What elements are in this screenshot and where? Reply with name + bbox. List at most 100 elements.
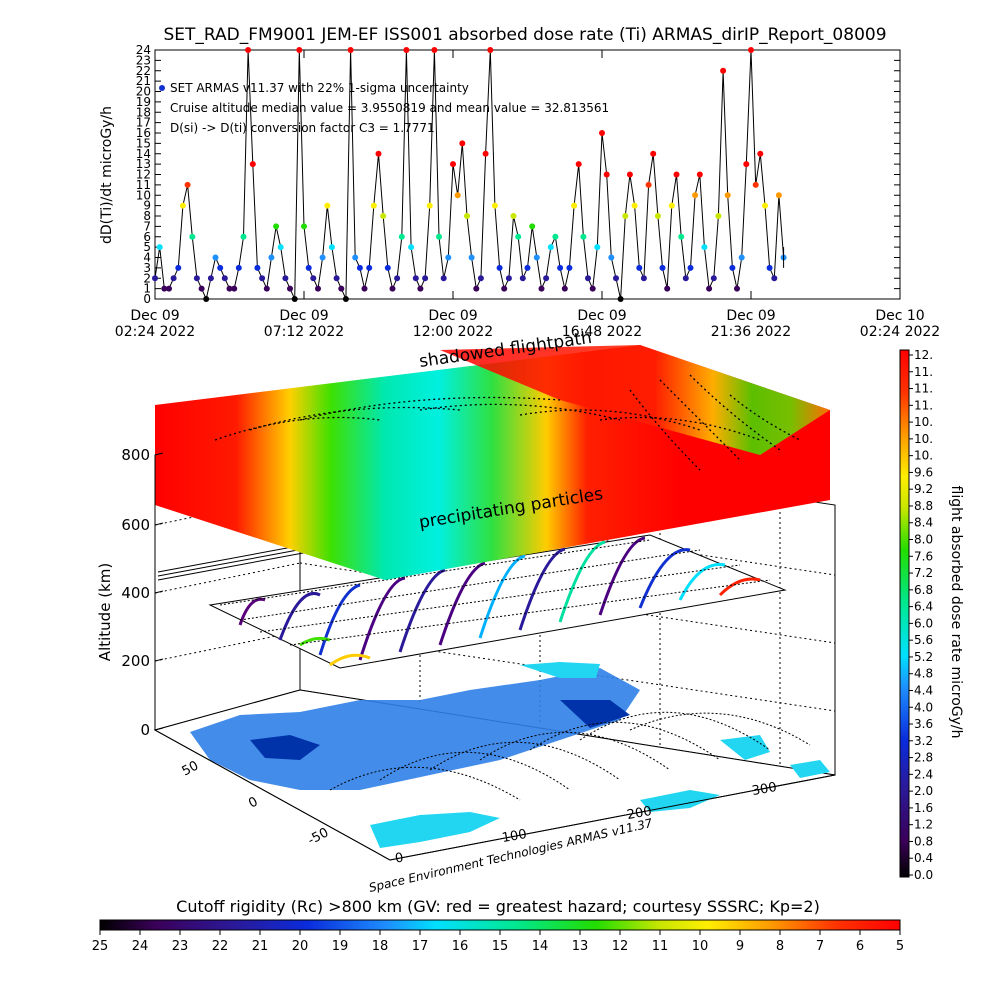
dose-tick-label: 11. bbox=[914, 398, 933, 412]
x-tick-label: Dec 09 bbox=[726, 308, 775, 324]
data-point bbox=[394, 275, 401, 282]
data-point bbox=[529, 223, 536, 230]
dose-tick-label: 11. bbox=[914, 382, 933, 396]
right-edge bbox=[389, 774, 836, 861]
dose-rate-series bbox=[152, 47, 787, 302]
data-point bbox=[445, 254, 452, 261]
data-point bbox=[617, 296, 624, 302]
dose-tick-label: 8.0 bbox=[914, 533, 933, 547]
dose-colorbar-label: flight absorbed dose rate microGy/h bbox=[948, 486, 964, 739]
data-point bbox=[603, 171, 610, 178]
altitude-tick-mark bbox=[154, 658, 164, 662]
y-tick-label: 6 bbox=[143, 230, 151, 244]
data-point bbox=[240, 233, 247, 240]
ground-tick-label: 100 bbox=[501, 827, 528, 846]
data-point bbox=[762, 202, 768, 209]
data-point bbox=[724, 192, 731, 199]
dose-tick-label: 6.4 bbox=[914, 600, 933, 614]
y-tick-label: 21 bbox=[136, 74, 151, 88]
data-point bbox=[571, 202, 578, 209]
latitude-tick-label: -50 bbox=[305, 825, 331, 848]
y-tick-label: 22 bbox=[136, 64, 151, 78]
y-tick-label: 1 bbox=[143, 282, 151, 296]
data-point bbox=[775, 192, 782, 199]
x-tick-label: Dec 09 bbox=[577, 308, 626, 324]
data-point bbox=[375, 150, 382, 157]
altitude-tick-label: 0 bbox=[140, 721, 150, 739]
data-point bbox=[273, 223, 280, 230]
data-point bbox=[566, 264, 573, 271]
y-tick-label: 24 bbox=[136, 43, 151, 57]
data-point bbox=[459, 140, 466, 147]
data-point bbox=[291, 296, 298, 302]
data-point bbox=[193, 275, 200, 282]
data-point bbox=[659, 264, 666, 271]
data-point bbox=[454, 192, 461, 199]
y-tick-label: 0 bbox=[143, 292, 151, 306]
rigidity-tick-label: 10 bbox=[692, 939, 709, 954]
data-point bbox=[678, 233, 685, 240]
data-point bbox=[738, 254, 745, 261]
dose-tick-label: 5.2 bbox=[914, 650, 933, 664]
y-tick-label: 15 bbox=[136, 136, 151, 150]
latitude-tick-label: 0 bbox=[246, 794, 260, 811]
rigidity-tick-label: 20 bbox=[292, 939, 309, 954]
data-point bbox=[338, 285, 345, 292]
rigidity-tick-label: 11 bbox=[652, 939, 669, 954]
data-point bbox=[156, 244, 163, 251]
dose-tick-label: 9.6 bbox=[914, 465, 933, 479]
data-point bbox=[207, 275, 214, 282]
data-point bbox=[184, 181, 191, 188]
dose-tick-label: 6.0 bbox=[914, 616, 933, 630]
data-point bbox=[557, 264, 564, 271]
rigidity-tick-label: 12 bbox=[612, 939, 629, 954]
data-point bbox=[408, 244, 415, 251]
data-point bbox=[287, 285, 293, 292]
data-point bbox=[743, 161, 750, 168]
data-point bbox=[417, 285, 424, 292]
y-tick-label: 14 bbox=[136, 147, 151, 161]
rigidity-tick-label: 9 bbox=[736, 939, 744, 954]
dose-colorbar: 12. 11. 11. 11. 10. 10. 10. 9.6 9.2 8.8 8.4 8.0 7.6 7… bbox=[899, 348, 964, 882]
data-point bbox=[212, 254, 219, 261]
x-tick-label: Dec 09 bbox=[130, 308, 179, 324]
dose-tick-label: 6.8 bbox=[914, 583, 933, 597]
dose-tick-label: 10. bbox=[914, 415, 933, 429]
data-point bbox=[748, 47, 754, 53]
data-point bbox=[431, 47, 438, 53]
data-point bbox=[259, 275, 266, 282]
data-point bbox=[422, 275, 429, 282]
data-point bbox=[710, 275, 717, 282]
y-tick-label: 19 bbox=[136, 95, 151, 109]
data-point bbox=[547, 244, 554, 251]
data-point bbox=[668, 202, 675, 209]
line-chart: 0123456789101112131415161718192021222324… bbox=[99, 43, 940, 340]
data-point bbox=[277, 244, 284, 251]
dose-tick-label: 8.4 bbox=[914, 516, 933, 530]
slab-track-lines bbox=[214, 374, 801, 471]
altitude-tick-label: 400 bbox=[121, 584, 150, 602]
data-point bbox=[305, 264, 312, 271]
data-point bbox=[766, 264, 773, 271]
dose-tick-label: 10. bbox=[914, 432, 933, 446]
y-tick-label: 7 bbox=[143, 219, 151, 233]
data-point bbox=[757, 150, 764, 157]
data-point bbox=[640, 275, 647, 282]
data-point bbox=[519, 275, 526, 282]
dose-tick-label: 0.0 bbox=[914, 868, 933, 882]
data-point bbox=[580, 233, 587, 240]
rigidity-tick-label: 21 bbox=[252, 939, 269, 954]
data-point bbox=[152, 275, 158, 282]
data-point bbox=[626, 171, 633, 178]
x-tick-label: 12:00 2022 bbox=[413, 324, 493, 340]
y-tick-label: 4 bbox=[143, 251, 151, 265]
x-tick-label: Dec 09 bbox=[428, 308, 477, 324]
data-point bbox=[589, 285, 596, 292]
y-tick-label: 17 bbox=[136, 116, 151, 130]
data-point bbox=[170, 275, 177, 282]
data-point bbox=[315, 285, 321, 292]
rigidity-tick-label: 18 bbox=[372, 939, 389, 954]
data-point bbox=[231, 285, 238, 292]
